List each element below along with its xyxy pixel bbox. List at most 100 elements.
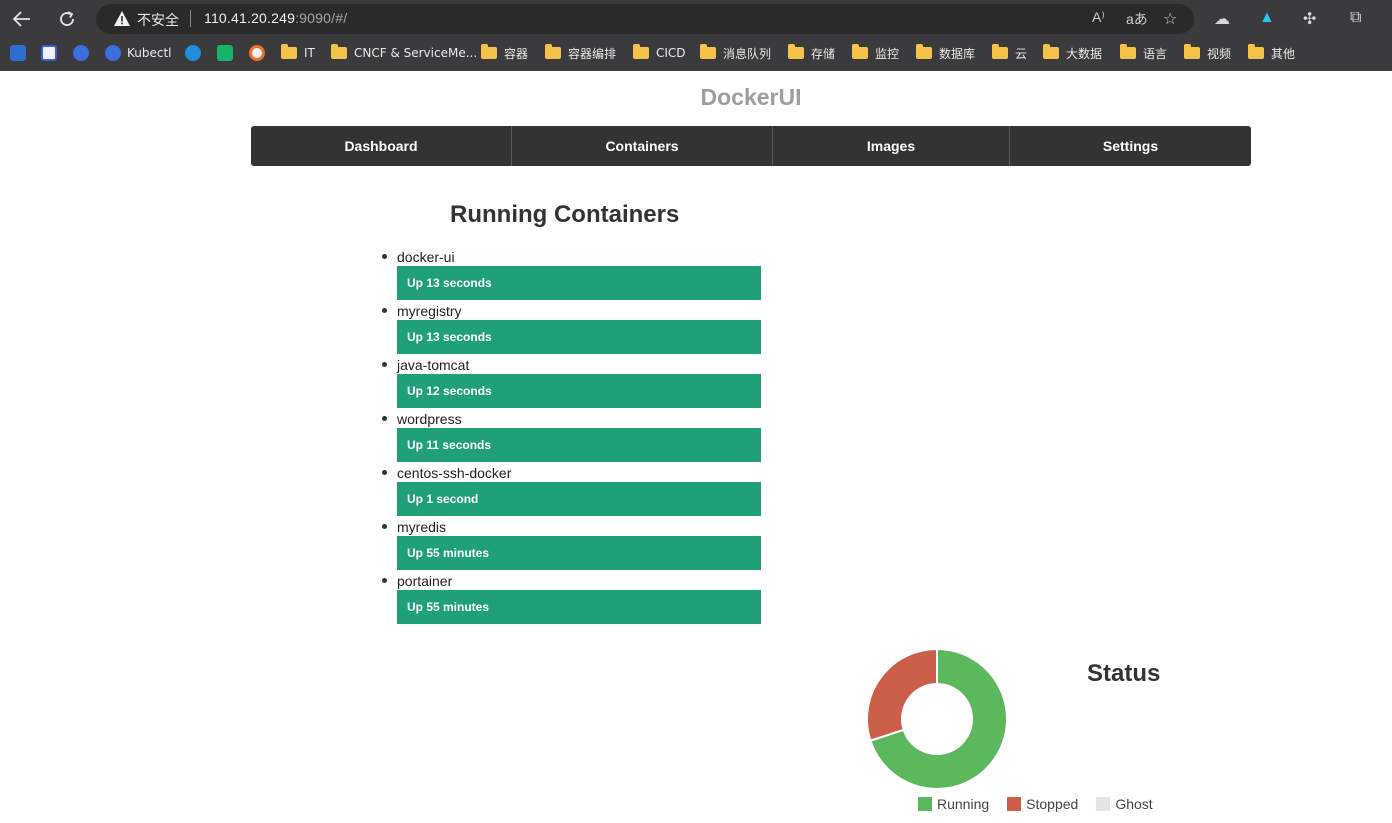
status-legend: Running Stopped Ghost — [918, 796, 1171, 812]
legend-item-ghost: Ghost — [1096, 796, 1153, 812]
folder-icon — [633, 44, 649, 59]
container-status-bar: Up 55 minutes — [397, 536, 761, 570]
bookmark-label: Kubectl — [127, 46, 172, 60]
bookmark-label: 容器编排 — [568, 46, 617, 61]
folder-icon — [331, 44, 347, 59]
legend-swatch — [1096, 797, 1111, 811]
address-bar[interactable] — [96, 4, 1194, 34]
extensions-puzzle-icon[interactable]: ✣ — [1303, 11, 1317, 28]
donut-slice-stopped[interactable] — [866, 648, 938, 742]
container-name[interactable]: portainer — [397, 573, 453, 589]
bookmark-g-icon[interactable] — [185, 44, 207, 62]
back-arrow-icon[interactable] — [9, 7, 35, 31]
folder-icon — [1120, 44, 1136, 59]
container-status-bar: Up 12 seconds — [397, 374, 761, 408]
bookmark-baidu-icon[interactable] — [41, 44, 63, 62]
url-separator — [190, 10, 191, 27]
container-status-bar: Up 1 second — [397, 482, 761, 516]
bookmark-label: 语言 — [1143, 46, 1168, 61]
collections-icon[interactable]: ⧉ — [1350, 9, 1362, 26]
main-nav: Dashboard Containers Images Settings — [251, 126, 1251, 166]
bookmark-folder-orchestration[interactable]: 容器编排 — [545, 44, 616, 62]
bookmark-folder-other[interactable]: 其他 — [1248, 44, 1295, 62]
browser-toolbar: 不安全 110.41.20.249:9090/#/ A⁾ aあ ☆ ☁ ▲ ✣ … — [0, 0, 1392, 38]
donut-slice-running[interactable] — [869, 648, 1008, 790]
folder-icon — [281, 44, 297, 59]
legend-label: Running — [937, 796, 990, 812]
cloud-extension-icon[interactable]: ☁ — [1214, 11, 1230, 28]
folder-icon — [852, 44, 868, 59]
bookmark-label: 容器 — [504, 46, 529, 61]
bookmark-kubernetes-icon[interactable] — [73, 44, 95, 62]
bullet — [382, 578, 387, 583]
bookmark-label: 大数据 — [1066, 46, 1103, 61]
bookmark-folder-mq[interactable]: 消息队列 — [700, 44, 771, 62]
url-text[interactable]: 110.41.20.249:9090/#/ — [204, 10, 347, 26]
read-aloud-icon[interactable]: A⁾ — [1092, 9, 1105, 25]
container-status-bar: Up 13 seconds — [397, 320, 761, 354]
bullet — [382, 254, 387, 259]
running-containers-title: Running Containers — [450, 201, 680, 228]
container-status-bar: Up 55 minutes — [397, 590, 761, 624]
legend-label: Stopped — [1026, 796, 1079, 812]
bookmark-folder-cicd[interactable]: CICD — [633, 44, 686, 62]
bullet — [382, 524, 387, 529]
warning-icon[interactable] — [113, 10, 131, 27]
donut-slices — [866, 648, 1008, 790]
bookmark-b-icon[interactable] — [249, 44, 271, 62]
bookmark-label: 消息队列 — [723, 46, 772, 61]
bookmark-label: 其他 — [1271, 46, 1296, 61]
bookmark-folder-database[interactable]: 数据库 — [916, 44, 975, 62]
brand-title[interactable]: DockerUI — [700, 84, 802, 110]
container-name[interactable]: docker-ui — [397, 249, 455, 265]
container-name[interactable]: myredis — [397, 519, 447, 535]
nav-settings[interactable]: Settings — [1102, 138, 1159, 154]
bookmark-label: 视频 — [1207, 46, 1232, 61]
bookmark-green-icon[interactable] — [217, 44, 239, 62]
legend-item-running: Running — [918, 796, 989, 812]
azure-extension-icon[interactable]: ▲ — [1259, 9, 1275, 26]
container-name[interactable]: wordpress — [397, 411, 462, 427]
kubernetes-icon — [105, 45, 121, 61]
container-name[interactable]: java-tomcat — [397, 357, 470, 373]
bookmark-label: 云 — [1015, 46, 1028, 61]
bookmark-folder-containers[interactable]: 容器 — [481, 44, 528, 62]
favorite-star-icon[interactable]: ☆ — [1163, 11, 1178, 28]
container-name[interactable]: centos-ssh-docker — [397, 465, 512, 481]
nav-dashboard[interactable]: Dashboard — [251, 126, 512, 166]
folder-icon — [1043, 44, 1059, 59]
bookmark-label: CNCF & ServiceMe... — [354, 46, 478, 60]
security-label[interactable]: 不安全 — [137, 13, 179, 29]
bookmark-folder-monitoring[interactable]: 监控 — [852, 44, 899, 62]
legend-swatch — [918, 797, 932, 811]
nav-containers[interactable]: Containers — [512, 126, 773, 166]
reload-icon[interactable] — [54, 7, 80, 31]
bookmark-folder-cloud[interactable]: 云 — [992, 44, 1027, 62]
url-path: :9090/#/ — [295, 10, 348, 26]
bookmark-label: 监控 — [875, 46, 900, 61]
container-name[interactable]: myregistry — [397, 303, 462, 319]
bookmark-folder-video[interactable]: 视频 — [1184, 44, 1231, 62]
bullet — [382, 416, 387, 421]
bookmark-folder-cncf[interactable]: CNCF & ServiceMe... — [331, 44, 477, 62]
bookmark-kubectl[interactable]: Kubectl — [105, 44, 172, 62]
bookmark-folder-storage[interactable]: 存储 — [788, 44, 835, 62]
bookmark-ti-icon[interactable] — [10, 44, 32, 62]
translate-icon[interactable]: aあ — [1126, 11, 1148, 27]
bookmark-label: 存储 — [811, 46, 836, 61]
nav-images[interactable]: Images — [773, 126, 1010, 166]
url-host: 110.41.20.249 — [204, 10, 296, 26]
folder-icon — [481, 44, 497, 59]
container-status-bar: Up 11 seconds — [397, 428, 761, 462]
legend-item-stopped: Stopped — [1007, 796, 1078, 812]
folder-icon — [700, 44, 716, 59]
container-status-bar: Up 13 seconds — [397, 266, 761, 300]
status-title: Status — [1087, 660, 1161, 687]
legend-label: Ghost — [1115, 796, 1153, 812]
folder-icon — [916, 44, 932, 59]
bookmark-label: CICD — [656, 46, 686, 60]
bookmark-folder-it[interactable]: IT — [281, 44, 315, 62]
bookmark-folder-languages[interactable]: 语言 — [1120, 44, 1167, 62]
bookmark-folder-bigdata[interactable]: 大数据 — [1043, 44, 1102, 62]
bullet — [382, 362, 387, 367]
